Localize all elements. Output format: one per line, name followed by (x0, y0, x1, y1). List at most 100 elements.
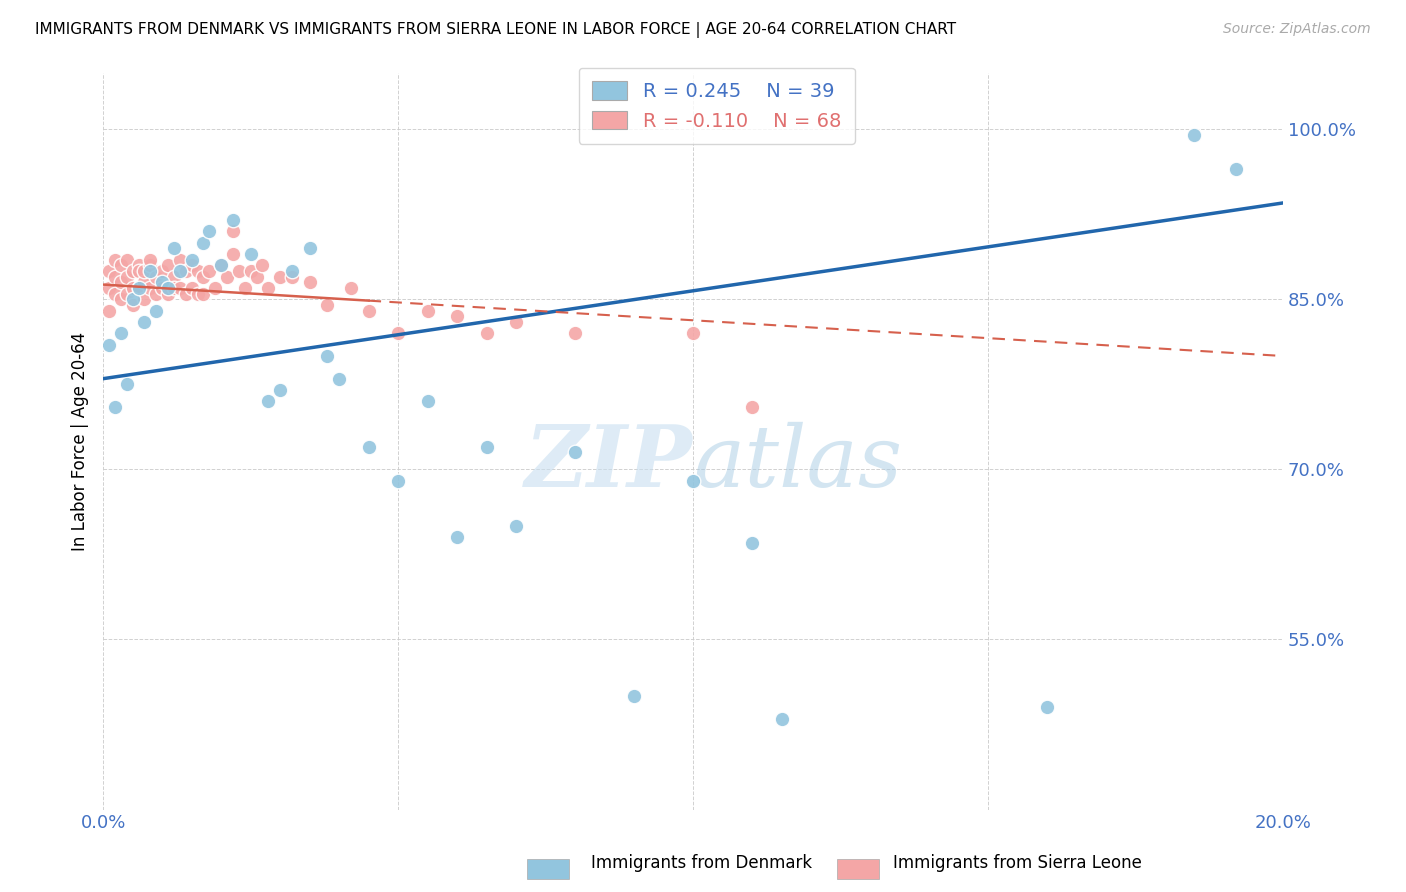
Point (98, 303, 121, 318)
Point (128, 264, 150, 278)
Point (357, 440, 380, 454)
Point (157, 286, 180, 301)
Point (416, 303, 439, 318)
Point (180, 281, 202, 295)
Point (269, 269, 291, 284)
Point (98, 264, 121, 278)
Point (741, 400, 763, 414)
Point (387, 326, 409, 341)
Text: Immigrants from Denmark: Immigrants from Denmark (591, 855, 811, 872)
Point (163, 241, 186, 255)
Point (475, 440, 498, 454)
Point (139, 252, 162, 267)
Point (228, 264, 250, 278)
Point (193, 269, 215, 284)
Point (475, 326, 498, 341)
Point (316, 349, 339, 363)
Text: Immigrants from Sierra Leone: Immigrants from Sierra Leone (893, 855, 1142, 872)
Point (157, 258, 180, 272)
Point (239, 264, 262, 278)
Point (121, 298, 143, 312)
Point (128, 281, 150, 295)
Point (505, 315, 527, 329)
Point (357, 303, 380, 318)
Point (145, 269, 167, 284)
Point (328, 372, 350, 386)
Point (215, 269, 238, 284)
Point (316, 298, 339, 312)
Point (163, 269, 186, 284)
Point (157, 281, 180, 295)
Point (110, 326, 132, 341)
Point (193, 286, 215, 301)
Point (121, 281, 143, 295)
Point (139, 281, 162, 295)
Point (222, 224, 245, 238)
Point (104, 252, 127, 267)
Point (169, 252, 191, 267)
Point (198, 264, 221, 278)
Point (245, 269, 267, 284)
Point (121, 264, 143, 278)
Point (198, 224, 221, 238)
Point (623, 689, 645, 703)
Point (682, 326, 704, 341)
Point (770, 712, 793, 726)
Point (150, 275, 173, 289)
Point (115, 377, 138, 392)
Point (257, 281, 280, 295)
Point (204, 281, 226, 295)
Point (1184, 128, 1206, 142)
Point (134, 264, 156, 278)
Point (110, 293, 132, 307)
Point (222, 213, 245, 227)
Point (180, 258, 202, 272)
Point (269, 383, 291, 397)
Point (180, 252, 202, 267)
Point (134, 275, 156, 289)
Point (145, 303, 167, 318)
Point (128, 281, 150, 295)
Point (121, 293, 143, 307)
Point (209, 258, 232, 272)
Point (174, 264, 197, 278)
Point (150, 281, 173, 295)
Point (150, 264, 173, 278)
Point (104, 269, 127, 284)
Point (186, 286, 208, 301)
Point (505, 519, 527, 533)
Point (1036, 700, 1059, 714)
Point (387, 474, 409, 488)
Point (222, 247, 245, 261)
Point (741, 536, 763, 550)
Text: atlas: atlas (693, 422, 903, 505)
Point (239, 247, 262, 261)
Point (128, 258, 150, 272)
Point (298, 241, 321, 255)
Point (564, 445, 586, 459)
Point (110, 258, 132, 272)
Point (298, 275, 321, 289)
Point (174, 286, 197, 301)
Point (134, 315, 156, 329)
Point (134, 293, 156, 307)
Legend: R = 0.245    N = 39, R = -0.110    N = 68: R = 0.245 N = 39, R = -0.110 N = 68 (579, 68, 855, 145)
Text: Source: ZipAtlas.com: Source: ZipAtlas.com (1223, 22, 1371, 37)
Point (564, 326, 586, 341)
Point (98, 337, 121, 351)
Point (98, 281, 121, 295)
Point (186, 264, 208, 278)
Point (416, 394, 439, 409)
Point (1225, 161, 1247, 176)
Point (115, 269, 138, 284)
Point (446, 530, 468, 544)
Point (139, 264, 162, 278)
Point (169, 281, 191, 295)
Point (446, 310, 468, 324)
Point (115, 286, 138, 301)
Point (209, 258, 232, 272)
Point (281, 269, 304, 284)
Text: IMMIGRANTS FROM DENMARK VS IMMIGRANTS FROM SIERRA LEONE IN LABOR FORCE | AGE 20-: IMMIGRANTS FROM DENMARK VS IMMIGRANTS FR… (35, 22, 956, 38)
Point (139, 258, 162, 272)
Point (104, 400, 127, 414)
